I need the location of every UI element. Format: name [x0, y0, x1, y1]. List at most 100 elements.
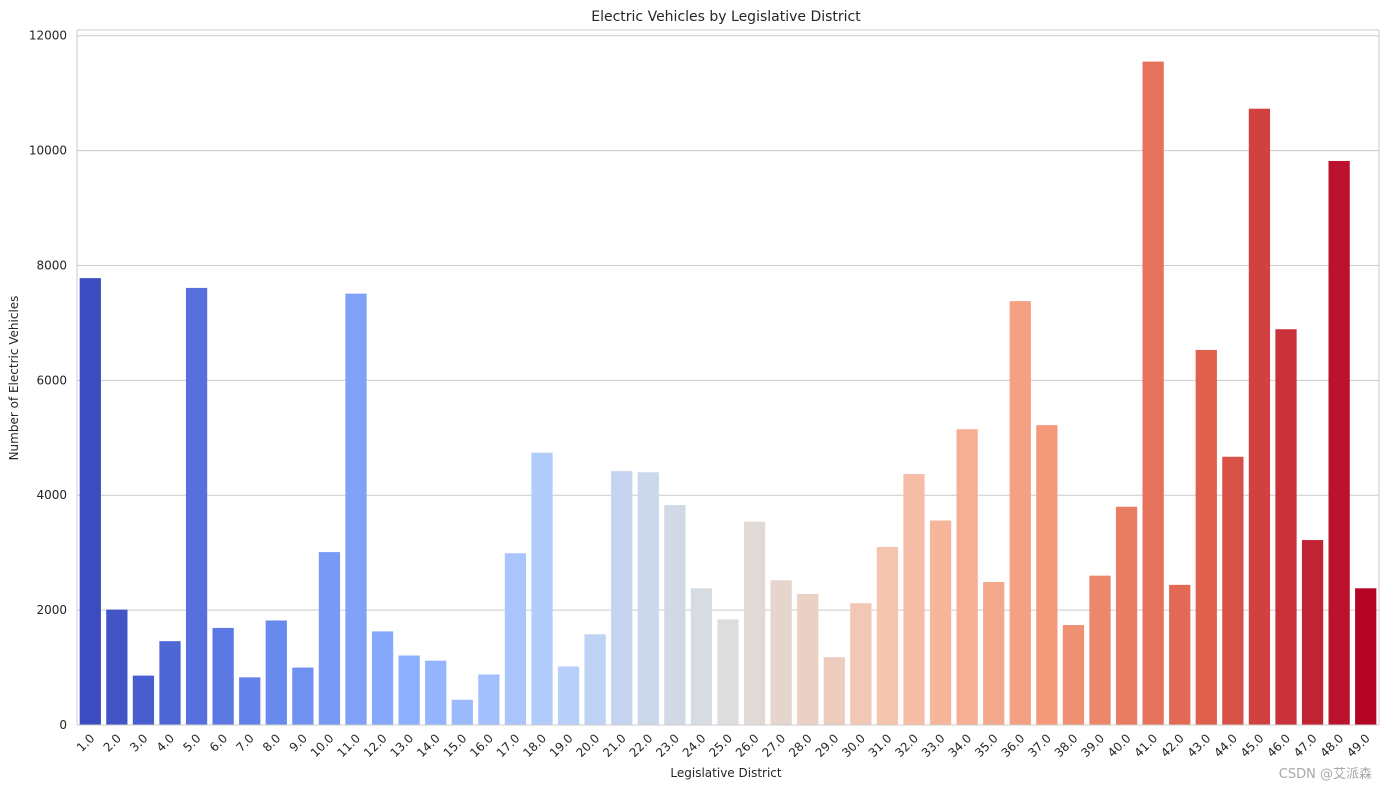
- bar-district-9.0: [292, 667, 314, 725]
- y-tick-label: 0: [59, 718, 67, 732]
- y-tick-label: 2000: [36, 603, 67, 617]
- x-tick-label: 42.0: [1158, 731, 1187, 760]
- x-tick-label: 36.0: [999, 731, 1028, 760]
- x-tick-label: 19.0: [547, 731, 576, 760]
- bar-district-41.0: [1142, 61, 1164, 725]
- bar-district-7.0: [239, 677, 261, 725]
- bar-district-10.0: [318, 552, 341, 725]
- bar-district-6.0: [212, 627, 234, 725]
- bar-district-12.0: [371, 631, 394, 725]
- x-tick-label: 2.0: [101, 731, 124, 754]
- x-tick-label: 9.0: [287, 731, 310, 754]
- bar-district-20.0: [584, 634, 606, 725]
- bar-district-22.0: [637, 472, 659, 725]
- x-tick-label: 41.0: [1131, 731, 1160, 760]
- x-tick-label: 47.0: [1291, 731, 1320, 760]
- x-tick-label: 49.0: [1344, 731, 1373, 760]
- bar-district-13.0: [398, 655, 420, 725]
- x-tick-label: 45.0: [1238, 731, 1267, 760]
- x-axis-label: Legislative District: [670, 766, 781, 780]
- x-tick-label: 27.0: [759, 731, 788, 760]
- x-tick-label: 17.0: [494, 731, 523, 760]
- y-tick-label: 8000: [36, 258, 67, 272]
- bar-district-33.0: [929, 520, 952, 725]
- bar-district-48.0: [1328, 160, 1350, 725]
- bar-district-27.0: [770, 580, 792, 725]
- x-tick-label: 43.0: [1185, 731, 1214, 760]
- bar-district-29.0: [823, 657, 845, 725]
- x-tick-label: 8.0: [260, 731, 283, 754]
- x-tick-label: 37.0: [1025, 731, 1054, 760]
- x-tick-label: 6.0: [207, 731, 230, 754]
- bar-district-42.0: [1169, 584, 1191, 725]
- bar-district-46.0: [1275, 329, 1297, 725]
- bar-district-11.0: [345, 293, 367, 725]
- bar-district-2.0: [106, 609, 128, 725]
- bar-district-45.0: [1248, 108, 1271, 725]
- bar-district-40.0: [1115, 506, 1138, 725]
- x-tick-label: 28.0: [786, 731, 815, 760]
- x-tick-label: 24.0: [680, 731, 709, 760]
- x-tick-label: 31.0: [866, 731, 895, 760]
- bar-district-19.0: [557, 666, 580, 725]
- bar-district-21.0: [611, 471, 633, 725]
- bar-district-16.0: [478, 674, 500, 725]
- chart-title: Electric Vehicles by Legislative Distric…: [591, 9, 861, 25]
- x-tick-label: 34.0: [945, 731, 974, 760]
- y-tick-label: 6000: [36, 373, 67, 387]
- x-tick-label: 3.0: [127, 731, 150, 754]
- plot-frame: [76, 29, 1380, 726]
- bar-district-49.0: [1355, 588, 1377, 725]
- x-tick-label: 25.0: [706, 731, 735, 760]
- y-axis-label: Number of Electric Vehicles: [7, 296, 21, 461]
- x-tick-label: 11.0: [334, 731, 363, 760]
- bar-district-43.0: [1195, 349, 1217, 725]
- bar-district-32.0: [903, 474, 925, 725]
- x-tick-label: 20.0: [573, 731, 602, 760]
- bar-district-17.0: [504, 553, 527, 725]
- grid-lines: [77, 35, 1379, 726]
- x-tick-label: 29.0: [813, 731, 842, 760]
- x-tick-label: 32.0: [892, 731, 921, 760]
- x-tick-label: 35.0: [972, 731, 1001, 760]
- bar-district-23.0: [664, 505, 686, 725]
- x-tick-label: 1.0: [74, 731, 97, 754]
- bar-district-34.0: [956, 429, 978, 725]
- bars: [79, 61, 1377, 725]
- x-tick-label: 5.0: [180, 731, 203, 754]
- bar-district-39.0: [1089, 575, 1111, 725]
- y-tick-label: 4000: [36, 488, 67, 502]
- bar-district-38.0: [1062, 625, 1085, 725]
- x-tick-label: 21.0: [600, 731, 629, 760]
- bar-district-3.0: [132, 675, 155, 725]
- x-tick-label: 30.0: [839, 731, 868, 760]
- bar-district-36.0: [1009, 301, 1031, 725]
- bar-district-1.0: [79, 278, 101, 725]
- x-tick-label: 15.0: [441, 731, 470, 760]
- x-tick-label: 40.0: [1105, 731, 1134, 760]
- x-tick-label: 14.0: [414, 731, 443, 760]
- bar-district-30.0: [850, 603, 872, 725]
- x-axis-ticks: 1.0 2.0 3.0 4.0 5.0 6.0 7.0 8.0 9.010.011.012.01…: [74, 731, 1373, 760]
- x-tick-label: 39.0: [1078, 731, 1107, 760]
- y-axis-ticks: 0 2000 4000 6000 8000 10000 12000: [29, 29, 67, 732]
- x-tick-label: 48.0: [1317, 731, 1346, 760]
- bar-district-18.0: [531, 452, 553, 725]
- x-tick-label: 10.0: [308, 731, 337, 760]
- bar-district-8.0: [265, 620, 287, 725]
- x-tick-label: 33.0: [919, 731, 948, 760]
- x-tick-label: 22.0: [627, 731, 656, 760]
- bar-district-28.0: [797, 594, 819, 725]
- x-tick-label: 26.0: [733, 731, 762, 760]
- bar-district-15.0: [451, 699, 473, 725]
- x-tick-label: 16.0: [467, 731, 496, 760]
- bar-district-37.0: [1036, 425, 1058, 725]
- x-tick-label: 13.0: [387, 731, 416, 760]
- bar-district-5.0: [185, 287, 208, 725]
- bar-district-26.0: [743, 521, 766, 725]
- bar-district-44.0: [1222, 456, 1244, 725]
- bar-district-31.0: [876, 546, 899, 725]
- x-tick-label: 18.0: [520, 731, 549, 760]
- x-tick-label: 44.0: [1211, 731, 1240, 760]
